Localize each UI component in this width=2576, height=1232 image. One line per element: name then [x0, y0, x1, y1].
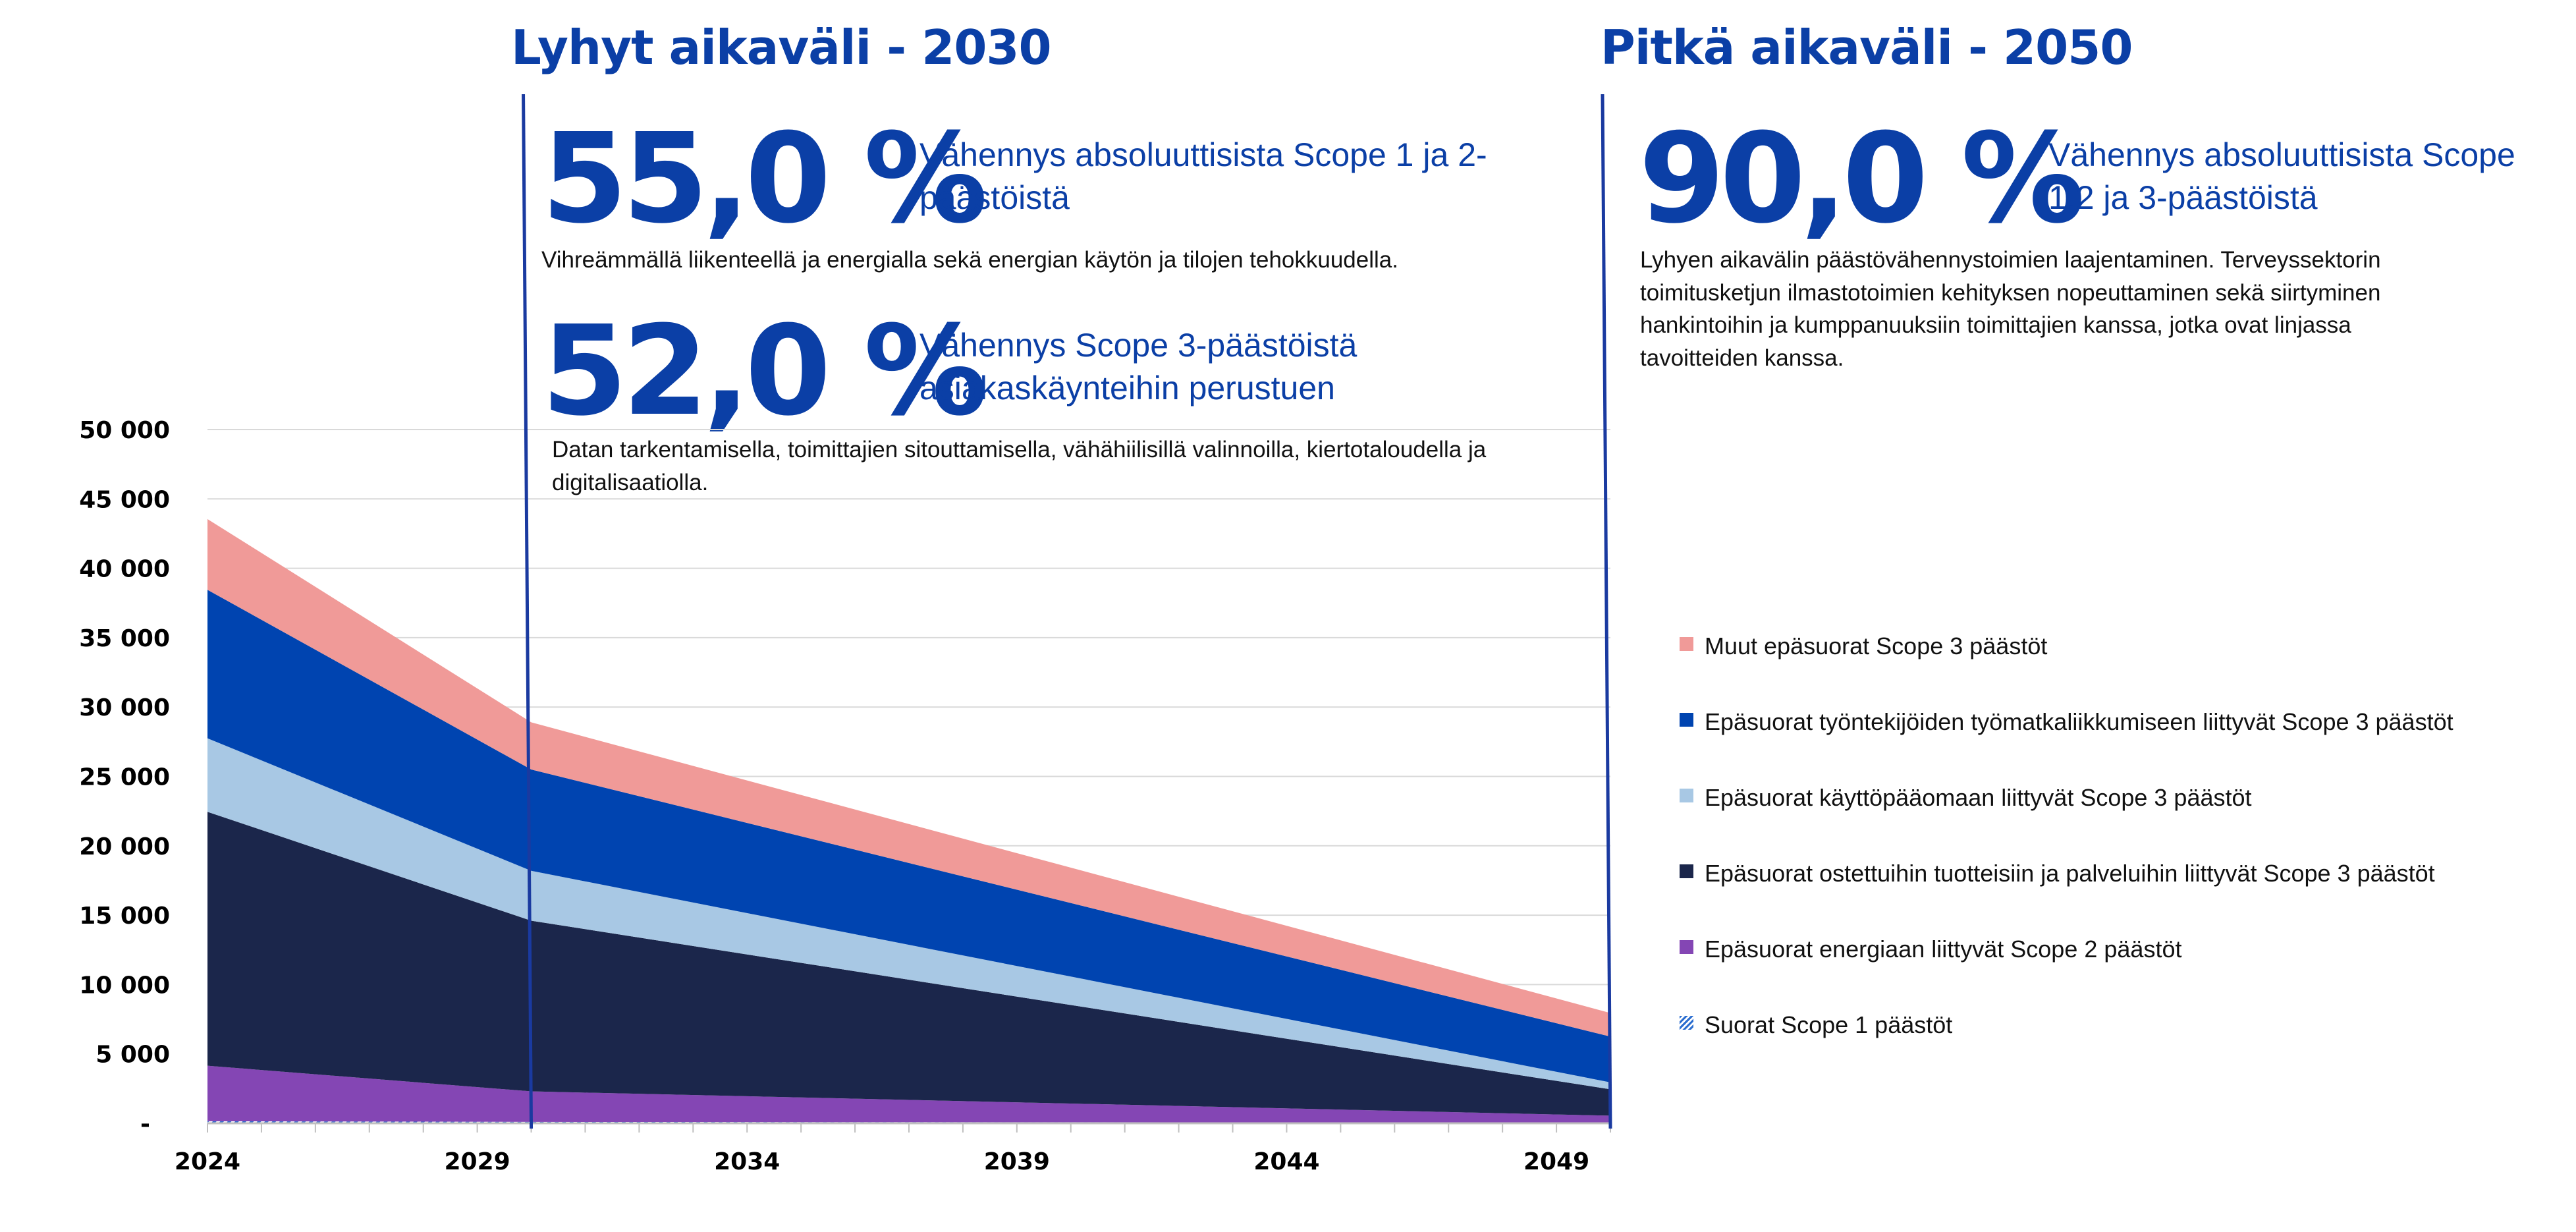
area-series-4: [207, 590, 1610, 1082]
area-series-5: [207, 518, 1610, 1037]
x-tick-label-0: 2024: [175, 1148, 240, 1175]
y-tick-label-4: 20 000: [79, 833, 170, 860]
y-tick-label-5: 25 000: [79, 764, 170, 791]
scope12-label: Vähennys absoluuttisista Scope 1 ja 2-pä…: [919, 136, 1487, 216]
y-tick-label-6: 30 000: [79, 694, 170, 721]
milestone-lines: [522, 94, 1612, 1129]
legend-swatch: [1680, 864, 1693, 878]
axes: 2024 2029 2034 2039 2044 2049 - 5 000 10 000 15 0…: [79, 417, 1611, 1175]
long-term-description: Lyhyen aikavälin päästövähennystoimien l…: [1640, 247, 2381, 372]
legend-swatch: [1680, 713, 1693, 727]
y-tick-label-1: 5 000: [96, 1042, 170, 1069]
y-tick-label-7: 35 000: [79, 625, 170, 652]
x-tick-label-3: 2039: [984, 1148, 1050, 1175]
scope3-percentage: 52,0 %: [541, 299, 988, 443]
legend-swatch: [1680, 789, 1693, 802]
scope12-percentage: 55,0 %: [541, 107, 988, 251]
milestone-line-2030: [522, 94, 534, 1129]
area-series-2: [207, 812, 1610, 1116]
y-tick-label-3: 15 000: [79, 903, 170, 930]
legend-label: Muut epäsuorat Scope 3 päästöt: [1705, 632, 2048, 659]
legend-label: Epäsuorat työntekijöiden työmatkaliikkum…: [1705, 708, 2453, 735]
legend-label: Epäsuorat käyttöpääomaan liittyvät Scope…: [1705, 784, 2252, 811]
legend-swatch: [1680, 1016, 1693, 1030]
y-tick-label-10: 50 000: [79, 417, 170, 444]
legend-label: Epäsuorat energiaan liittyvät Scope 2 pä…: [1705, 936, 2182, 963]
long-term-percentage: 90,0 %: [1639, 107, 2085, 251]
y-tick-label-9: 45 000: [79, 486, 170, 513]
x-tick-label-1: 2029: [445, 1148, 510, 1175]
y-tick-label-2: 10 000: [79, 972, 170, 999]
long-term-title: Pitkä aikaväli - 2050: [1601, 20, 2133, 75]
scope3-label: Vähennys Scope 3-päästöistä asiakaskäynt…: [919, 327, 1357, 406]
scope3-description: Datan tarkentamisella, toimittajien sito…: [552, 437, 1487, 495]
milestone-line-2050: [1601, 94, 1612, 1129]
legend-swatch: [1680, 940, 1693, 954]
long-term-label: Vähennys absoluuttisista Scope 1,2 ja 3-…: [2048, 136, 2515, 216]
legend-label: Epäsuorat ostettuihin tuotteisiin ja pal…: [1705, 860, 2435, 887]
x-tick-label-4: 2044: [1253, 1148, 1319, 1175]
x-tick-label-2: 2034: [714, 1148, 780, 1175]
y-tick-label-8: 40 000: [79, 556, 170, 583]
legend-label: Suorat Scope 1 päästöt: [1705, 1011, 1953, 1038]
x-tick-label-5: 2049: [1523, 1148, 1589, 1175]
scope12-description: Vihreämmällä liikenteellä ja energialla …: [541, 247, 1398, 273]
stacked-areas: [207, 518, 1610, 1123]
legend-swatch: [1680, 637, 1693, 651]
short-term-title: Lyhyt aikaväli - 2030: [511, 20, 1052, 75]
y-tick-label-0: -: [140, 1111, 150, 1138]
area-series-1: [207, 1065, 1610, 1123]
